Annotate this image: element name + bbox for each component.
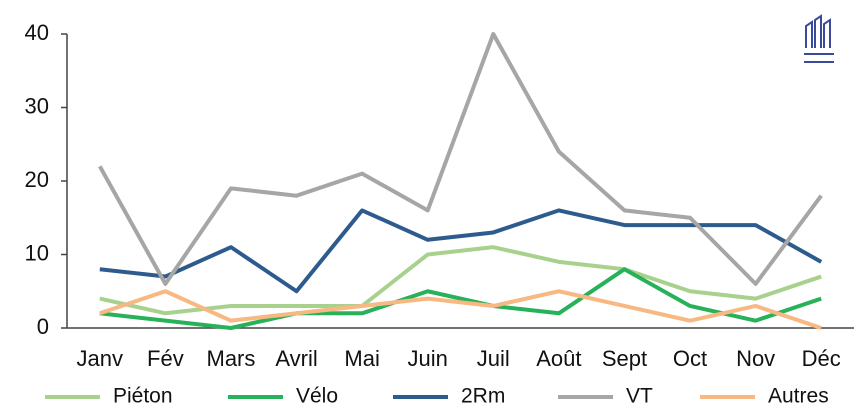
y-tick-label: 40 (25, 20, 49, 45)
x-tick-label: Avril (275, 346, 317, 371)
series-line (99, 245, 822, 316)
x-tick-label: Déc (802, 346, 841, 371)
legend-label: 2Rm (461, 385, 505, 408)
x-tick-label: Mai (344, 346, 379, 371)
legend-label: VT (626, 385, 653, 408)
legend-label: Vélo (296, 385, 338, 408)
x-tick-label: Sept (602, 346, 647, 371)
x-tick-label: Mars (207, 346, 256, 371)
logo (804, 14, 834, 63)
x-tick-label: Fév (147, 346, 184, 371)
x-tick-label: Juil (477, 346, 510, 371)
x-tick-label: Janv (77, 346, 123, 371)
x-tick-label: Juin (408, 346, 448, 371)
y-tick-label: 20 (25, 167, 49, 192)
y-tick-label: 0 (37, 314, 49, 339)
legend-label: Piéton (113, 385, 173, 408)
x-tick-label: Août (536, 346, 581, 371)
y-tick-label: 10 (25, 240, 49, 265)
series-line (98, 32, 823, 286)
legend-label: Autres (768, 385, 829, 408)
series-line (99, 208, 823, 294)
series-line (99, 289, 822, 330)
x-tick-label: Nov (736, 346, 775, 371)
series-line (99, 267, 822, 330)
y-tick-label: 30 (25, 93, 49, 118)
x-tick-label: Oct (673, 346, 707, 371)
